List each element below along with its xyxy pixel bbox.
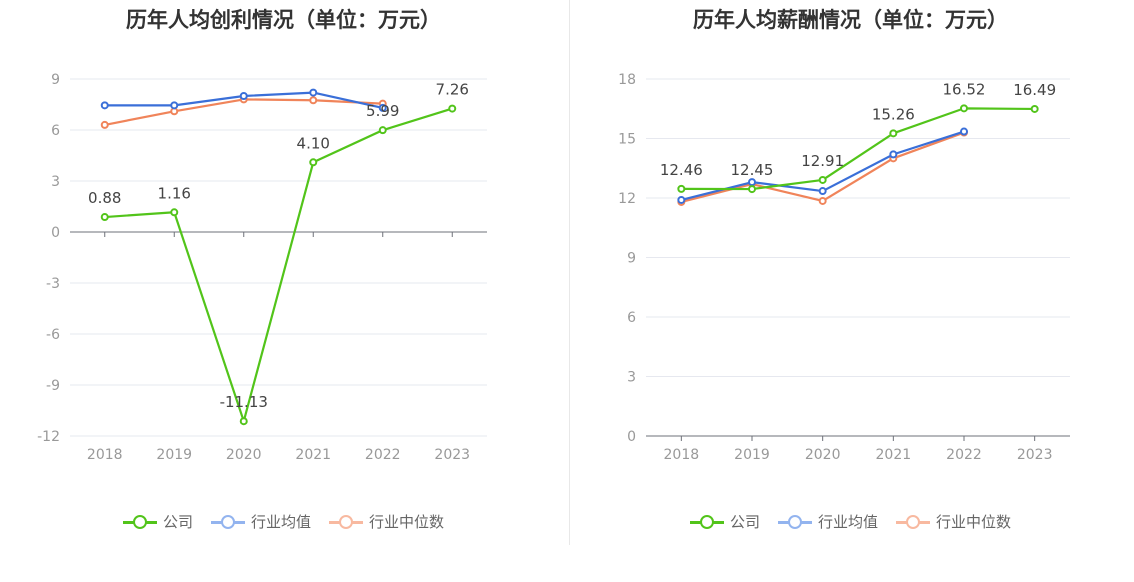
data-point-company <box>889 129 898 138</box>
x-tick-label: 2022 <box>365 447 401 463</box>
data-point-company <box>100 213 109 222</box>
data-point-industry_avg <box>309 88 318 97</box>
y-tick-label: -6 <box>46 327 60 343</box>
legend-label: 行业均值 <box>250 513 311 531</box>
data-label: 12.46 <box>660 161 703 179</box>
y-tick-label: 6 <box>627 310 636 326</box>
data-point-company <box>818 175 827 184</box>
data-label: 16.49 <box>1013 81 1056 99</box>
y-tick-label: 15 <box>618 132 636 148</box>
y-tick-label: 3 <box>51 174 60 190</box>
legend-label: 行业中位数 <box>936 513 1012 531</box>
data-point-industry_avg <box>818 187 827 196</box>
x-tick-label: 2020 <box>805 447 841 463</box>
data-label: 7.26 <box>436 81 469 99</box>
data-label: 16.52 <box>943 80 986 98</box>
legend-company-icon <box>122 514 157 529</box>
data-label: 0.88 <box>88 189 121 207</box>
data-point-industry_median <box>100 120 109 129</box>
data-point-industry_avg <box>170 101 179 110</box>
legend-item-company[interactable]: 公司 <box>122 511 193 532</box>
legend-industry-median-icon <box>329 514 363 529</box>
data-point-company <box>448 104 457 113</box>
data-label: 12.45 <box>731 161 774 179</box>
data-point-company <box>239 417 248 426</box>
y-tick-label: 9 <box>627 251 636 267</box>
data-point-company <box>960 104 968 113</box>
data-label: 12.91 <box>801 152 844 170</box>
data-point-industry_avg <box>239 92 248 100</box>
data-label: 5.99 <box>366 102 399 120</box>
x-tick-label: 2019 <box>156 447 192 463</box>
data-label: -11.13 <box>220 393 268 411</box>
salary-chart-plot: 18 15 12 9 6 3 0 2018 2019 2020 2021 2022 2023 12.46 1… <box>618 72 1070 463</box>
y-tick-label: 3 <box>627 370 636 386</box>
legend-label: 行业中位数 <box>369 513 445 531</box>
series-line-company <box>681 107 1035 191</box>
series-line-company <box>104 107 453 423</box>
chart-title: 历年人均创利情况（单位：万元） <box>126 8 441 32</box>
x-tick-label: 2018 <box>87 447 123 463</box>
y-tick-label: -12 <box>37 429 60 445</box>
legend-industry-avg-icon <box>210 514 245 529</box>
panel-divider <box>569 0 570 545</box>
data-point-industry_avg <box>960 127 968 136</box>
data-point-company <box>378 126 387 135</box>
y-tick-label: 18 <box>618 72 636 88</box>
data-label: 1.16 <box>158 184 191 202</box>
x-tick-label: 2022 <box>946 447 982 463</box>
x-tick-label: 2020 <box>226 447 262 463</box>
legend-industry-median-icon <box>896 514 930 529</box>
legend-item-company[interactable]: 公司 <box>689 511 760 532</box>
data-label: 15.26 <box>872 105 915 123</box>
legend-label: 公司 <box>729 513 760 531</box>
x-tick-label: 2023 <box>1017 447 1053 463</box>
data-point-industry_median <box>309 96 318 105</box>
x-tick-label: 2021 <box>295 447 331 463</box>
data-point-industry_avg <box>889 150 898 159</box>
legend-item-industry-avg[interactable]: 行业均值 <box>777 511 878 532</box>
y-tick-label: 6 <box>51 123 60 139</box>
data-point-industry_avg <box>378 103 387 112</box>
data-point-company <box>170 208 179 217</box>
legend-company-icon <box>689 514 724 529</box>
data-point-industry_avg <box>748 178 756 187</box>
legend-item-industry-median[interactable]: 行业中位数 <box>896 511 1011 532</box>
x-tick-label: 2019 <box>734 447 770 463</box>
legend: 公司 行业均值 行业中位数 <box>567 511 1134 532</box>
data-label: 4.10 <box>297 134 330 152</box>
legend-item-industry-avg[interactable]: 行业均值 <box>210 511 311 532</box>
legend-industry-avg-icon <box>777 514 812 529</box>
data-point-company <box>1030 104 1039 113</box>
legend-item-industry-median[interactable]: 行业中位数 <box>329 511 444 532</box>
x-tick-label: 2023 <box>434 447 470 463</box>
data-point-company <box>677 184 686 193</box>
x-tick-label: 2018 <box>664 447 700 463</box>
y-tick-label: 9 <box>51 72 60 88</box>
x-tick-label: 2021 <box>876 447 912 463</box>
legend-label: 公司 <box>162 513 193 531</box>
y-tick-label: -9 <box>46 378 60 394</box>
data-point-industry_median <box>818 196 827 205</box>
salary-chart-panel: 历年人均薪酬情况（单位：万元） 18 15 12 9 6 3 0 2018 2019 2020 20… <box>567 0 1134 582</box>
legend-label: 行业均值 <box>817 513 878 531</box>
profit-chart-panel: 历年人均创利情况（单位：万元） 9 6 3 0 -3 -6 -9 -12 2018 2019 202… <box>0 8 567 532</box>
data-point-industry_avg <box>677 195 686 204</box>
profit-chart-plot: 9 6 3 0 -3 -6 -9 -12 2018 2019 2020 2021 2022 2023 0.8… <box>37 72 487 463</box>
data-point-company <box>309 158 318 167</box>
data-point-company <box>748 185 756 194</box>
chart-title: 历年人均薪酬情况（单位：万元） <box>693 8 1008 32</box>
y-tick-label: 0 <box>51 225 60 241</box>
y-tick-label: 0 <box>627 429 636 445</box>
data-point-industry_avg <box>100 101 109 110</box>
y-tick-label: 12 <box>618 191 636 207</box>
legend: 公司 行业均值 行业中位数 <box>0 511 567 532</box>
y-tick-label: -3 <box>46 276 60 292</box>
